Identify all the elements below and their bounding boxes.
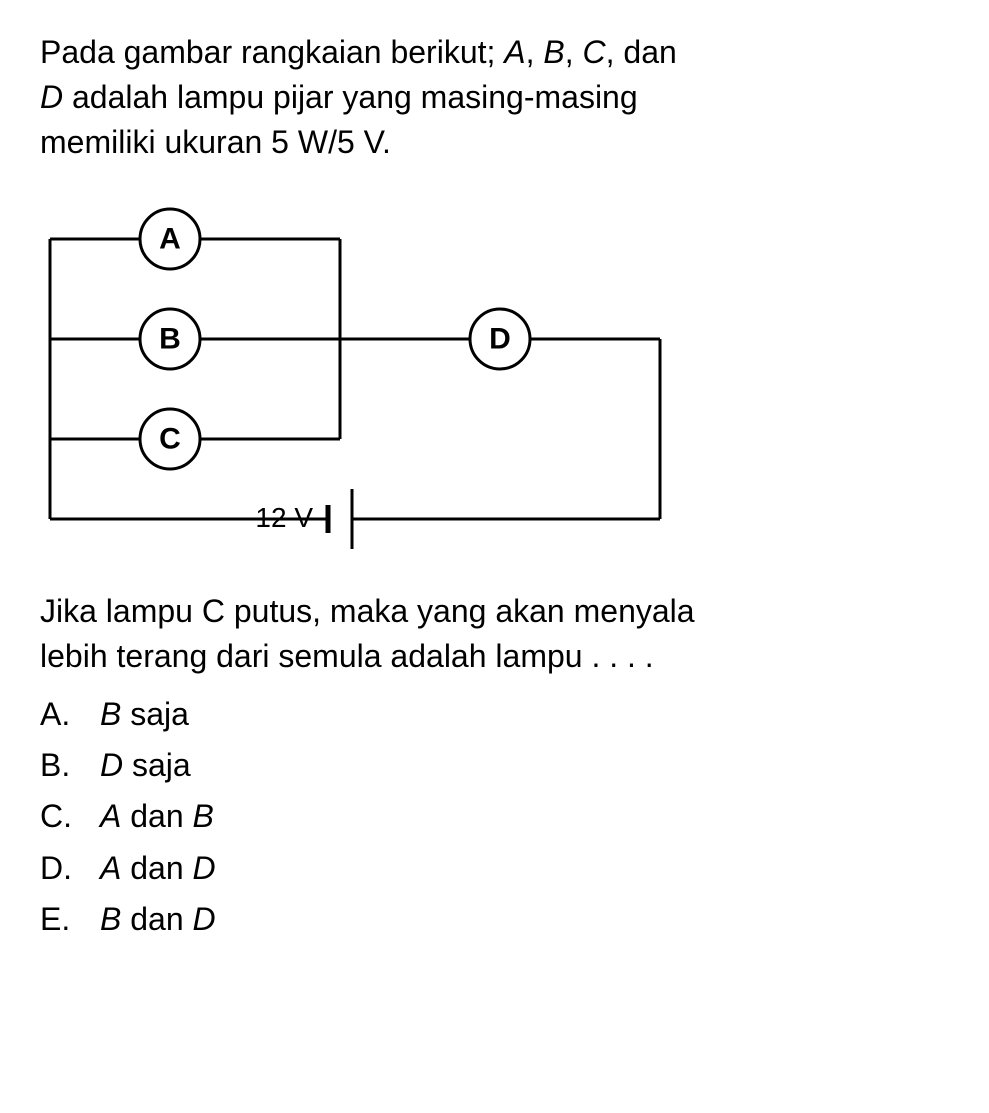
q-var-c: C [583, 34, 606, 70]
option-text: B dan D [100, 894, 216, 945]
followup-line2: lebih terang dari semula adalah lampu . … [40, 638, 654, 674]
question-text: Pada gambar rangkaian berikut; A, B, C, … [40, 30, 949, 164]
option-mid: dan [121, 798, 192, 834]
circuit-svg: A B C D 12 V [40, 189, 680, 559]
q-text-part: adalah lampu pijar yang masing-masing [63, 79, 638, 115]
option-e: E. B dan D [40, 894, 949, 945]
circuit-diagram: A B C D 12 V [40, 189, 680, 559]
option-var: A [100, 850, 121, 886]
voltage-label: 12 V [255, 502, 313, 533]
options-list: A. B saja B. D saja C. A dan B D. A dan … [40, 689, 949, 945]
followup-text: Jika lampu C putus, maka yang akan menya… [40, 589, 949, 679]
option-text: B saja [100, 689, 189, 740]
option-letter: C. [40, 791, 80, 842]
option-text: A dan B [100, 791, 214, 842]
q-var-a: A [504, 34, 525, 70]
option-letter: E. [40, 894, 80, 945]
q-sep: , [565, 34, 583, 70]
lamp-a-label: A [159, 223, 181, 256]
q-sep: , dan [606, 34, 677, 70]
lamp-d-label: D [489, 323, 511, 356]
option-letter: D. [40, 843, 80, 894]
option-letter: A. [40, 689, 80, 740]
option-a: A. B saja [40, 689, 949, 740]
lamp-c-label: C [159, 423, 181, 456]
q-var-d: D [40, 79, 63, 115]
option-var: B [100, 696, 121, 732]
option-var: B [193, 798, 214, 834]
option-b: B. D saja [40, 740, 949, 791]
option-var: D [193, 850, 216, 886]
option-c: C. A dan B [40, 791, 949, 842]
followup-line1: Jika lampu C putus, maka yang akan menya… [40, 593, 695, 629]
option-var: B [100, 901, 121, 937]
option-text: D saja [100, 740, 191, 791]
option-text: A dan D [100, 843, 216, 894]
option-d: D. A dan D [40, 843, 949, 894]
q-var-b: B [543, 34, 564, 70]
option-rest: saja [123, 747, 191, 783]
option-mid: dan [121, 901, 192, 937]
option-var: D [100, 747, 123, 783]
q-sep: , [526, 34, 544, 70]
option-mid: dan [121, 850, 192, 886]
option-letter: B. [40, 740, 80, 791]
q-text-part: memiliki ukuran 5 W/5 V. [40, 124, 391, 160]
option-var: A [100, 798, 121, 834]
lamp-b-label: B [159, 323, 181, 356]
q-text-part: Pada gambar rangkaian berikut; [40, 34, 504, 70]
option-var: D [193, 901, 216, 937]
option-rest: saja [121, 696, 189, 732]
